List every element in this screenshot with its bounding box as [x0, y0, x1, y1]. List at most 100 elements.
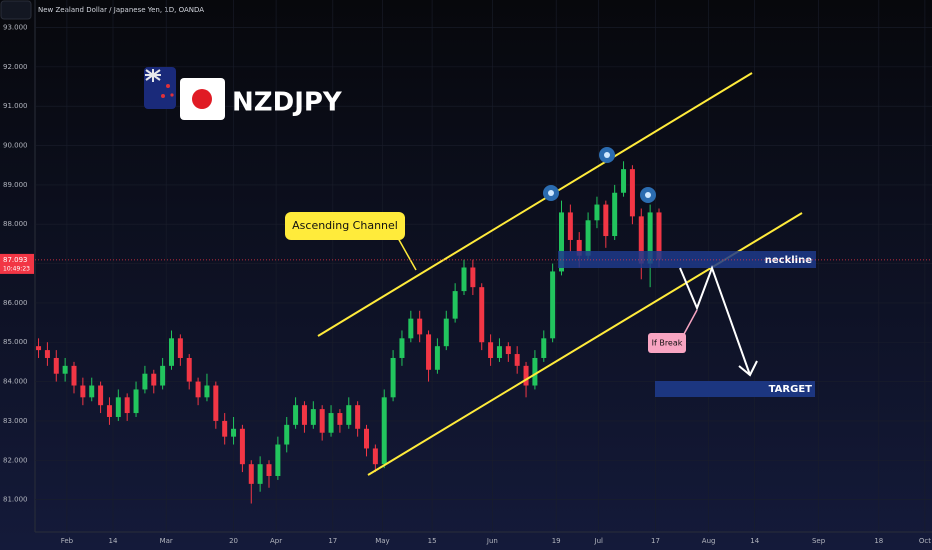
x-tick-label: 14	[750, 537, 759, 545]
candle-body	[532, 357, 538, 386]
candle-body	[266, 464, 272, 476]
break-pointer	[683, 309, 698, 335]
candle-body	[115, 397, 121, 417]
candle-body	[62, 365, 68, 374]
nz-flag-union	[145, 69, 161, 82]
candle-body	[177, 338, 183, 358]
candle-body	[319, 409, 325, 433]
jp-sun	[192, 89, 212, 109]
candle-body	[89, 385, 95, 398]
candle-body	[36, 346, 42, 351]
candle-body	[80, 385, 86, 398]
symbol-label: NZDJPY	[232, 88, 343, 118]
candle-body	[310, 409, 316, 425]
x-tick-label: Feb	[61, 537, 74, 545]
x-tick-label: Jul	[594, 537, 604, 545]
last-price-label: 87.093	[3, 256, 28, 264]
candle-body	[612, 192, 618, 237]
candle-body	[408, 318, 414, 339]
nz-star	[161, 94, 165, 98]
y-tick-label: 86.000	[3, 299, 28, 307]
candle-body	[638, 216, 644, 264]
candle-body	[44, 350, 50, 358]
x-tick-label: 18	[874, 537, 883, 545]
candle-body	[195, 381, 201, 398]
candle-body	[204, 385, 210, 398]
candle-body	[372, 448, 378, 465]
candle-body	[71, 365, 77, 386]
candle-body	[426, 334, 432, 370]
candle-body	[328, 413, 334, 433]
break-label: If Break	[652, 339, 683, 348]
x-tick-label: May	[375, 537, 389, 545]
candle-body	[399, 338, 405, 358]
x-tick-label: Aug	[702, 537, 716, 545]
x-tick-label: Mar	[160, 537, 173, 545]
candle-body	[160, 365, 166, 386]
candle-body	[550, 271, 556, 339]
candle-body	[417, 318, 423, 335]
candle-body	[505, 346, 511, 355]
target-zone	[655, 381, 815, 397]
candle-body	[248, 464, 254, 484]
peak-marker-dot	[548, 190, 554, 196]
candle-body	[231, 428, 237, 437]
nz-flag	[144, 67, 176, 109]
candle-body	[186, 357, 192, 382]
x-tick-label: Apr	[270, 537, 282, 545]
candle-body	[98, 385, 104, 406]
arrow-head	[738, 360, 758, 377]
y-tick-label: 82.000	[3, 456, 28, 464]
y-tick-label: 85.000	[3, 338, 28, 346]
x-tick-label: 15	[428, 537, 437, 545]
candle-body	[603, 204, 609, 237]
countdown-label: 10:49:23	[3, 265, 30, 272]
y-tick-label: 81.000	[3, 496, 28, 504]
neckline-zone	[558, 251, 816, 268]
candle-body	[443, 318, 449, 347]
candle-body	[355, 405, 361, 429]
candle-body	[629, 169, 635, 217]
x-tick-label: 14	[109, 537, 118, 545]
nz-star	[170, 93, 174, 97]
x-tick-label: Sep	[812, 537, 826, 545]
channel-callout	[285, 212, 405, 240]
candle-body	[133, 389, 139, 414]
y-tick-label: 93.000	[3, 24, 28, 32]
candle-body	[488, 342, 494, 358]
candle-body	[346, 405, 352, 425]
target-label: TARGET	[769, 384, 813, 395]
candle-body	[106, 405, 112, 417]
candle-body	[434, 346, 440, 370]
candle-body	[257, 464, 263, 484]
candle-body	[151, 373, 157, 386]
candle-body	[452, 291, 458, 319]
candle-body	[142, 373, 148, 390]
candles	[36, 161, 662, 504]
candle-body	[381, 397, 387, 465]
x-tick-label: 17	[328, 537, 337, 545]
neckline-label: neckline	[765, 255, 812, 266]
callout-pointer	[397, 237, 417, 271]
candle-body	[594, 204, 600, 221]
candle-body	[479, 287, 485, 343]
candle-body	[301, 405, 307, 425]
y-tick-label: 90.000	[3, 142, 28, 150]
menu-button[interactable]	[0, 0, 32, 20]
grid	[35, 0, 932, 532]
candle-body	[514, 354, 520, 366]
chart-title: New Zealand Dollar / Japanese Yen, 1D, O…	[38, 6, 204, 14]
candle-body	[53, 357, 59, 374]
x-tick-label: Jun	[486, 537, 498, 545]
candle-body	[275, 444, 281, 476]
candle-body	[541, 338, 547, 358]
candle-body	[461, 267, 467, 292]
candle-body	[576, 239, 582, 256]
candle-body	[567, 212, 573, 240]
y-tick-label: 88.000	[3, 220, 28, 228]
candle-body	[364, 428, 369, 449]
candle-body	[647, 212, 653, 264]
candle-body	[293, 405, 299, 425]
candle-body	[656, 212, 662, 260]
